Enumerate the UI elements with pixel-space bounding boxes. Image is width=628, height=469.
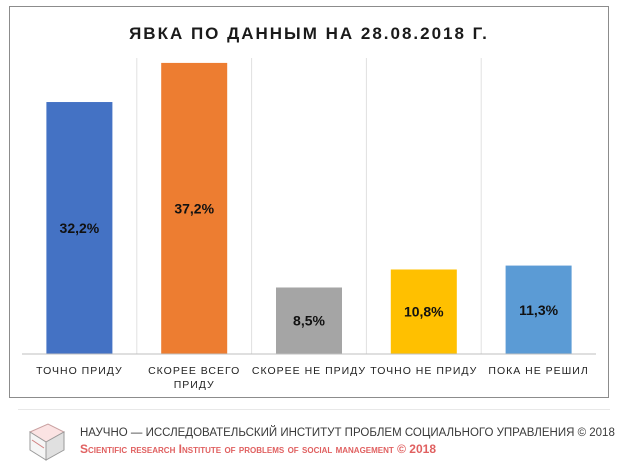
footer-institute-en: Scientific research Institute of problem… bbox=[80, 442, 436, 456]
bar-chart: 32,2% ТОЧНО ПРИДУ 37,2% СКОРЕЕ ВСЕГО ПРИДУ 8,… bbox=[22, 58, 596, 391]
x-tick-label: СКОРЕЕ ВСЕГО bbox=[148, 365, 240, 377]
bar bbox=[276, 287, 342, 354]
bar bbox=[161, 62, 228, 354]
x-tick-label: СКОРЕЕ НЕ ПРИДУ bbox=[252, 365, 366, 377]
bar bbox=[390, 269, 457, 354]
data-label: 8,5% bbox=[293, 313, 325, 329]
data-label: 11,3% bbox=[519, 302, 558, 318]
x-tick-label: ТОЧНО ПРИДУ bbox=[36, 365, 123, 377]
footer-divider bbox=[18, 409, 610, 410]
data-label: 10,8% bbox=[404, 304, 444, 320]
bar bbox=[505, 265, 572, 354]
x-tick-label: ПОКА НЕ РЕШИЛ bbox=[488, 365, 588, 377]
bar bbox=[46, 102, 113, 354]
x-tick-label: ТОЧНО НЕ ПРИДУ bbox=[370, 365, 477, 377]
cube-logo-icon bbox=[28, 423, 66, 461]
data-label: 37,2% bbox=[174, 200, 214, 216]
footer-institute-ru: НАУЧНО — ИССЛЕДОВАТЕЛЬСКИЙ ИНСТИТУТ ПРОБ… bbox=[80, 427, 615, 439]
data-label: 32,2% bbox=[60, 220, 100, 236]
chart-title: ЯВКА ПО ДАННЫМ НА 28.08.2018 Г. bbox=[129, 24, 489, 43]
x-tick-label: ПРИДУ bbox=[174, 379, 215, 391]
